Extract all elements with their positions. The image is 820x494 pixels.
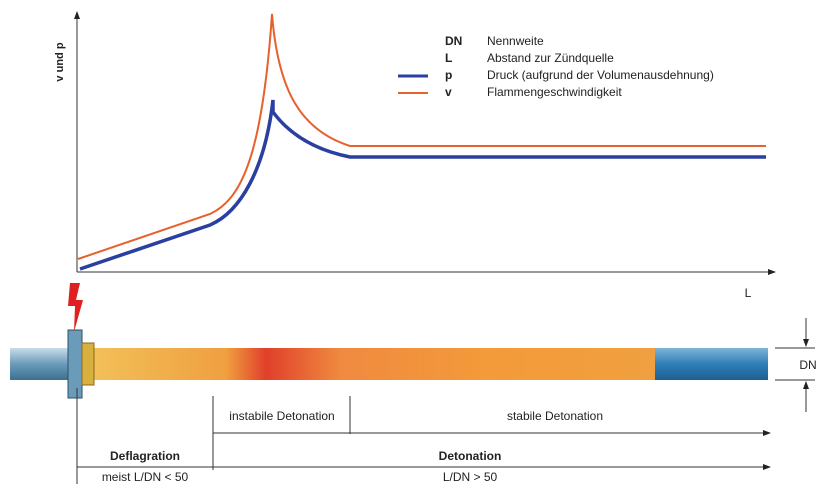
diagram: v und p L DN Nennweite L Abstand zur Zün… xyxy=(0,0,820,489)
zone-condition: meist L/DN < 50 xyxy=(102,470,189,484)
pipe-segment xyxy=(10,348,72,380)
legend: DN Nennweite L Abstand zur Zündquelle p … xyxy=(398,34,714,99)
y-axis-label: v und p xyxy=(54,42,66,81)
legend-text: Nennweite xyxy=(487,34,544,48)
pipe xyxy=(10,283,768,398)
pipe-segment xyxy=(655,348,768,380)
legend-symbol: DN xyxy=(445,34,462,48)
zone-label: instabile Detonation xyxy=(229,409,334,423)
legend-symbol: p xyxy=(445,68,452,82)
flame-segment xyxy=(82,348,657,380)
legend-symbol: L xyxy=(445,51,452,65)
zone-label: stabile Detonation xyxy=(507,409,603,423)
zone-name: Deflagration xyxy=(110,449,180,463)
legend-symbol: v xyxy=(445,85,452,99)
ignition-icon xyxy=(68,283,83,332)
zone-condition: L/DN > 50 xyxy=(443,470,498,484)
flange-ring xyxy=(82,343,94,385)
flange xyxy=(68,330,82,398)
p-curve xyxy=(80,100,766,269)
legend-text: Abstand zur Zündquelle xyxy=(487,51,614,65)
v-curve xyxy=(78,14,766,259)
zone-name: Detonation xyxy=(439,449,502,463)
legend-text: Flammengeschwindigkeit xyxy=(487,85,622,99)
x-axis-label: L xyxy=(745,286,752,300)
diameter-label: DN xyxy=(799,358,816,372)
legend-text: Druck (aufgrund der Volumenausdehnung) xyxy=(487,68,714,82)
